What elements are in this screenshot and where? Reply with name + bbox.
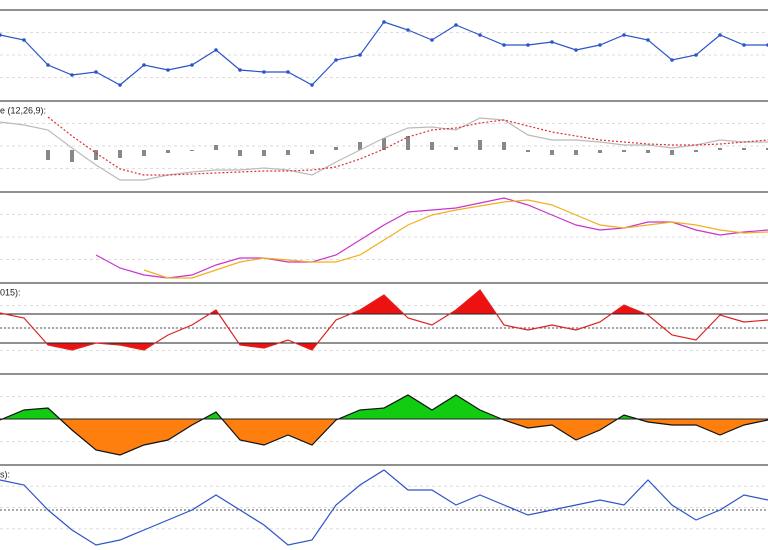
histogram-bar bbox=[550, 150, 554, 155]
indicator-line bbox=[143, 199, 768, 279]
point bbox=[46, 63, 50, 67]
oversold-fill bbox=[46, 343, 318, 350]
histogram-bar bbox=[214, 145, 218, 150]
histogram-bar bbox=[670, 150, 674, 155]
indicator-line bbox=[0, 21, 768, 86]
histogram-bar bbox=[310, 150, 314, 154]
panel-label: s): bbox=[0, 469, 10, 479]
point bbox=[478, 33, 482, 37]
point bbox=[550, 40, 554, 44]
point bbox=[334, 58, 338, 62]
point bbox=[22, 38, 26, 42]
point bbox=[382, 20, 386, 24]
histogram-bar bbox=[694, 150, 698, 152]
indicator-line bbox=[0, 394, 768, 456]
histogram-bar bbox=[574, 150, 578, 155]
histogram-bar bbox=[46, 150, 50, 160]
point bbox=[70, 73, 74, 77]
point bbox=[502, 43, 506, 47]
point bbox=[622, 33, 626, 37]
indicator-line bbox=[0, 469, 768, 546]
point bbox=[286, 70, 290, 74]
point bbox=[526, 43, 530, 47]
point bbox=[718, 33, 722, 37]
point bbox=[310, 83, 314, 87]
histogram-bar bbox=[622, 150, 626, 152]
histogram-bar bbox=[94, 150, 98, 160]
point bbox=[694, 53, 698, 57]
point bbox=[0, 33, 2, 37]
point bbox=[670, 58, 674, 62]
histogram-bar bbox=[286, 150, 290, 155]
point bbox=[238, 68, 242, 72]
point bbox=[190, 63, 194, 67]
histogram-bar bbox=[766, 148, 768, 150]
histogram-bar bbox=[478, 140, 482, 150]
indicator-line bbox=[47, 116, 768, 176]
point bbox=[430, 38, 434, 42]
histogram-bar bbox=[430, 142, 434, 150]
histogram-bar bbox=[262, 150, 266, 156]
point bbox=[646, 38, 650, 42]
positive-area bbox=[0, 395, 768, 419]
histogram-bar bbox=[742, 148, 746, 150]
indicator-line bbox=[0, 117, 768, 181]
indicator-line bbox=[95, 197, 768, 279]
panel-label: 015): bbox=[0, 287, 21, 297]
point bbox=[262, 70, 266, 74]
point bbox=[742, 43, 746, 47]
histogram-bar bbox=[526, 150, 530, 152]
point bbox=[94, 70, 98, 74]
point bbox=[574, 48, 578, 52]
histogram-bar bbox=[646, 150, 650, 153]
histogram-bar bbox=[142, 150, 146, 156]
histogram-bar bbox=[238, 150, 242, 156]
point bbox=[454, 23, 458, 27]
histogram-bar bbox=[70, 150, 74, 162]
histogram-bar bbox=[382, 138, 386, 150]
panel-label: e (12,26,9): bbox=[0, 105, 46, 115]
histogram-bar bbox=[406, 136, 410, 150]
histogram-bar bbox=[166, 150, 170, 153]
point bbox=[598, 43, 602, 47]
point bbox=[142, 63, 146, 67]
indicator-line bbox=[0, 289, 768, 351]
point bbox=[166, 68, 170, 72]
point bbox=[118, 83, 122, 87]
histogram-bar bbox=[454, 147, 458, 150]
histogram-bar bbox=[598, 150, 602, 153]
negative-area bbox=[0, 419, 768, 455]
histogram-bar bbox=[334, 147, 338, 150]
point bbox=[358, 53, 362, 57]
histogram-bar bbox=[718, 148, 722, 150]
overbought-fill bbox=[0, 290, 646, 314]
histogram-bar bbox=[358, 142, 362, 150]
point bbox=[406, 28, 410, 32]
histogram-bar bbox=[190, 150, 194, 151]
point bbox=[214, 48, 218, 52]
histogram-bar bbox=[118, 150, 122, 158]
histogram-bar bbox=[502, 142, 506, 150]
